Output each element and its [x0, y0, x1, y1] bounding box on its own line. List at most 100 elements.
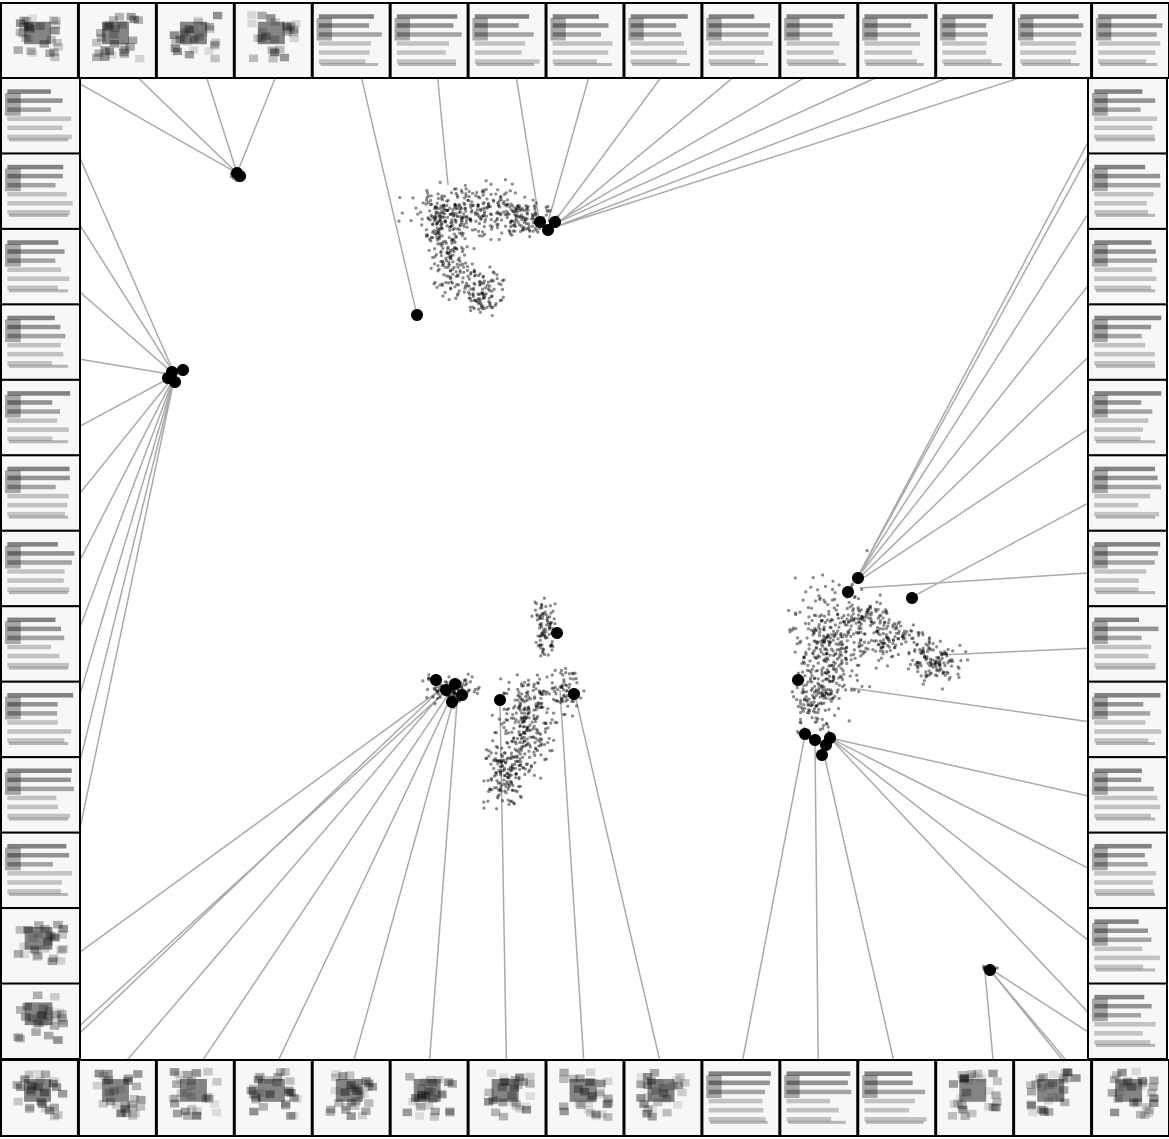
scatter-point: [825, 648, 829, 652]
scatter-point: [444, 256, 448, 260]
scatter-point: [488, 212, 492, 216]
scatter-point: [448, 269, 452, 273]
thumbnail-band: [1094, 107, 1141, 112]
thumbnail-blob: [1060, 1098, 1070, 1107]
scatter-point: [950, 657, 954, 662]
thumbnail-blob: [1071, 1074, 1081, 1082]
scatter-point: [818, 695, 822, 699]
scatter-point: [457, 210, 461, 214]
scatter-point: [876, 643, 880, 647]
thumbnail-band: [1094, 285, 1152, 291]
scatter-point: [879, 646, 883, 650]
thumbnail-band: [786, 1080, 848, 1086]
scatter-point: [518, 209, 522, 213]
scatter-point: [804, 695, 808, 699]
scatter-point: [449, 224, 453, 229]
scatter-point: [500, 754, 505, 758]
link-line: [559, 689, 586, 1073]
scatter-point: [449, 191, 454, 195]
scatter-point: [926, 643, 930, 648]
scatter-point: [814, 628, 818, 632]
thumbnail-blob: [576, 1101, 586, 1110]
scatter-point: [818, 630, 822, 635]
scatter-point: [790, 690, 794, 694]
scatter-point: [813, 599, 818, 603]
scatter-point: [520, 692, 524, 696]
thumbnail-blob: [192, 1107, 202, 1115]
scatter-point: [523, 752, 527, 756]
scatter-point: [825, 651, 829, 656]
scatter-point: [826, 602, 830, 607]
thumbnail-blob: [125, 43, 135, 51]
scatter-point: [838, 621, 842, 625]
scatter-point: [459, 206, 463, 211]
scatter-point: [527, 224, 531, 229]
highlight-point: [177, 364, 189, 376]
scatter-point: [886, 638, 890, 642]
scatter-point: [510, 763, 514, 767]
scatter-point: [828, 636, 833, 640]
thumbnail-band: [942, 50, 987, 55]
thumbnail-band: [1094, 795, 1158, 801]
thumbnail-blob: [1144, 1106, 1155, 1115]
scatter-point: [525, 743, 529, 747]
scatter-point: [431, 230, 435, 234]
scatter-point: [451, 272, 455, 276]
scatter-point: [482, 209, 487, 214]
scatter-point: [454, 187, 458, 191]
scatter-point: [513, 219, 517, 223]
scatter-point: [881, 610, 885, 614]
thumbnail-blob: [958, 1105, 968, 1114]
scatter-point: [429, 198, 433, 203]
scatter-point: [831, 679, 835, 683]
scatter-point: [538, 732, 543, 736]
scatter-point: [856, 597, 861, 601]
scatter-point: [822, 723, 826, 728]
scatter-point: [944, 652, 949, 656]
scatter-point: [509, 768, 513, 772]
scatter-point: [856, 630, 861, 635]
thumbnail-band: [1095, 1043, 1156, 1047]
scatter-point: [858, 617, 862, 621]
scatter-point: [452, 249, 456, 254]
scatter-point: [826, 688, 831, 692]
scatter-point: [543, 627, 547, 631]
scatter-point: [849, 624, 853, 628]
scatter-point: [525, 728, 529, 732]
thumbnail: [623, 1059, 703, 1137]
scatter-point: [444, 280, 448, 285]
thumbnail-band: [708, 1089, 765, 1095]
scatter-point: [528, 235, 532, 239]
scatter-point: [458, 223, 462, 227]
highlight-point: [440, 684, 452, 696]
thumbnail: [389, 1059, 469, 1137]
scatter-point: [820, 694, 825, 698]
scatter-point: [485, 206, 489, 210]
thumbnail-band: [4, 168, 21, 192]
scatter-point: [880, 641, 884, 645]
scatter-point: [564, 666, 568, 670]
scatter-point: [513, 698, 517, 702]
scatter-point: [525, 762, 530, 766]
scatter-point: [941, 670, 945, 675]
scatter-point: [793, 611, 798, 615]
scatter-point: [512, 736, 516, 740]
scatter-point: [957, 675, 961, 679]
thumbnail-blob: [1115, 1079, 1143, 1102]
thumbnail-blob: [34, 921, 44, 929]
thumbnail-blob: [330, 1086, 340, 1095]
scatter-point: [549, 721, 553, 725]
thumbnail-blob: [131, 1082, 142, 1091]
thumbnail-band: [8, 364, 69, 368]
scatter-point: [426, 200, 430, 205]
scatter-point: [938, 666, 942, 670]
scatter-point: [850, 615, 854, 619]
scatter-point: [517, 747, 522, 751]
scatter-point: [827, 664, 831, 668]
scatter-point: [796, 704, 800, 709]
scatter-point: [463, 678, 467, 682]
scatter-point: [943, 664, 947, 668]
thumbnail-band: [320, 63, 379, 66]
thumbnail-blob: [647, 1105, 658, 1114]
scatter-point: [535, 714, 540, 719]
